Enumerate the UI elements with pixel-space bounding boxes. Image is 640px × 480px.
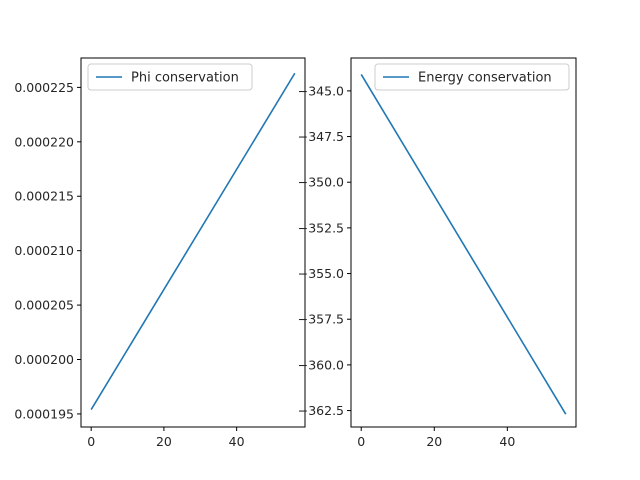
axes-frame (80, 57, 306, 428)
y-tick-label: −362.5 (298, 403, 344, 418)
y-tick-label: −355.0 (298, 266, 344, 281)
y-tick-label: −350.0 (298, 175, 344, 190)
y-tick-label: −352.5 (298, 220, 344, 235)
y-tick-label: 0.000205 (14, 298, 74, 313)
y-tick-label: −345.0 (298, 83, 344, 98)
y-tick-label: 0.000215 (14, 189, 74, 204)
y-tick-label: −360.0 (298, 357, 344, 372)
phi-conservation-plot: 0 20 40 0.000195 0.000200 0.000205 0.000210 0.0… (14, 57, 306, 449)
x-tick-label: 20 (426, 434, 442, 449)
x-tick-label: 40 (499, 434, 515, 449)
x-tick-label: 0 (357, 434, 365, 449)
energy-conservation-plot: 0 20 40 −345.0 −347.5 −350.0 −352.5 −355.0 −357.… (298, 57, 577, 449)
series-line (360, 74, 567, 415)
x-tick-label: 0 (87, 434, 95, 449)
x-tick-label: 20 (156, 434, 172, 449)
x-tick-label: 40 (229, 434, 245, 449)
series-line (90, 72, 296, 410)
y-tick-label: 0.000225 (14, 80, 74, 95)
y-tick-label: 0.000195 (14, 406, 74, 421)
legend-box (374, 63, 570, 91)
legend: Phi conservation (87, 63, 253, 91)
axes-frame (350, 57, 577, 428)
y-tick-label: 0.000200 (14, 352, 74, 367)
legend: Energy conservation (374, 63, 570, 91)
y-tick-label: −357.5 (298, 312, 344, 327)
legend-label: Phi conservation (131, 71, 239, 86)
y-tick-label: 0.000220 (14, 134, 74, 149)
y-tick-label: 0.000210 (14, 243, 74, 258)
legend-box (87, 63, 253, 91)
y-tick-label: −347.5 (298, 129, 344, 144)
legend-label: Energy conservation (418, 71, 552, 86)
